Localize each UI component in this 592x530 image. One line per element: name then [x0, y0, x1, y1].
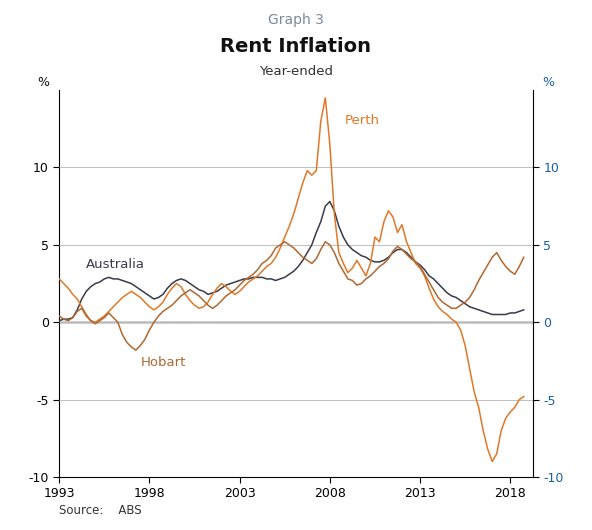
Text: Perth: Perth	[345, 114, 379, 127]
Text: Graph 3: Graph 3	[268, 13, 324, 27]
Text: Hobart: Hobart	[140, 356, 186, 368]
Text: Year-ended: Year-ended	[259, 65, 333, 78]
Text: %: %	[542, 76, 554, 90]
Text: Source:    ABS: Source: ABS	[59, 504, 142, 517]
Text: Australia: Australia	[86, 258, 145, 271]
Text: %: %	[38, 76, 50, 90]
Text: Rent Inflation: Rent Inflation	[220, 37, 372, 56]
